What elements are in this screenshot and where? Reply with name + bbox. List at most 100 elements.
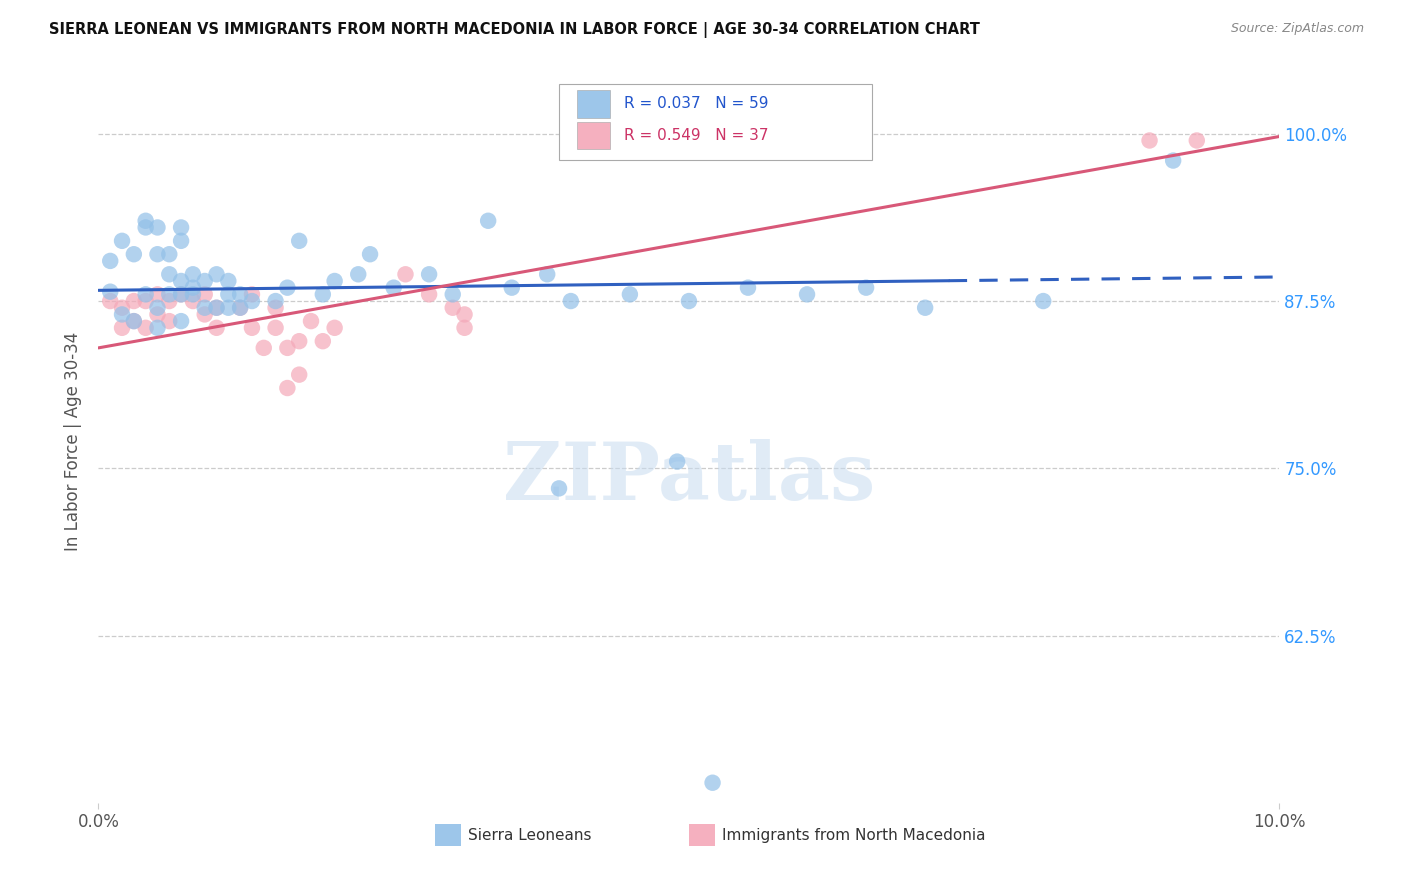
- Point: [170, 234, 193, 248]
- Point: [170, 220, 193, 235]
- Point: [217, 274, 239, 288]
- Point: [501, 280, 523, 294]
- Point: [229, 301, 252, 315]
- Point: [453, 308, 475, 322]
- Point: [157, 247, 180, 261]
- Point: [157, 294, 180, 309]
- Point: [253, 341, 276, 355]
- Point: [205, 321, 228, 335]
- Point: [146, 301, 169, 315]
- Point: [146, 321, 169, 335]
- Point: [170, 314, 193, 328]
- Point: [135, 214, 157, 228]
- Point: [359, 247, 381, 261]
- Point: [170, 287, 193, 301]
- Point: [229, 287, 252, 301]
- Point: [217, 287, 239, 301]
- Point: [135, 294, 157, 309]
- Point: [111, 308, 134, 322]
- Text: R = 0.549   N = 37: R = 0.549 N = 37: [624, 128, 769, 143]
- Point: [382, 280, 405, 294]
- Point: [240, 321, 263, 335]
- Point: [276, 280, 298, 294]
- Point: [276, 341, 298, 355]
- Point: [240, 287, 263, 301]
- Point: [264, 321, 287, 335]
- Point: [453, 321, 475, 335]
- Point: [418, 268, 440, 282]
- Point: [678, 294, 700, 309]
- Point: [299, 314, 322, 328]
- Point: [181, 294, 204, 309]
- Point: [441, 287, 464, 301]
- Point: [347, 268, 370, 282]
- Point: [146, 220, 169, 235]
- Point: [181, 287, 204, 301]
- Point: [135, 220, 157, 235]
- Point: [1032, 294, 1054, 309]
- FancyBboxPatch shape: [434, 824, 461, 847]
- Point: [194, 287, 217, 301]
- Point: [323, 274, 346, 288]
- Point: [619, 287, 641, 301]
- Point: [205, 301, 228, 315]
- FancyBboxPatch shape: [576, 90, 610, 118]
- Point: [536, 268, 558, 282]
- Point: [737, 280, 759, 294]
- Point: [441, 301, 464, 315]
- Point: [229, 301, 252, 315]
- Point: [264, 294, 287, 309]
- FancyBboxPatch shape: [689, 824, 714, 847]
- Point: [111, 321, 134, 335]
- Point: [122, 294, 145, 309]
- Point: [548, 482, 571, 496]
- Point: [288, 334, 311, 349]
- Point: [914, 301, 936, 315]
- FancyBboxPatch shape: [576, 122, 610, 149]
- Point: [1185, 134, 1208, 148]
- Point: [146, 247, 169, 261]
- Point: [276, 381, 298, 395]
- Point: [170, 287, 193, 301]
- Point: [146, 287, 169, 301]
- Point: [418, 287, 440, 301]
- Point: [796, 287, 818, 301]
- Point: [477, 214, 499, 228]
- Point: [135, 287, 157, 301]
- Point: [855, 280, 877, 294]
- Point: [312, 287, 335, 301]
- Point: [157, 287, 180, 301]
- Text: Source: ZipAtlas.com: Source: ZipAtlas.com: [1230, 22, 1364, 36]
- Point: [98, 285, 121, 299]
- Point: [194, 301, 217, 315]
- Point: [1161, 153, 1184, 168]
- Point: [240, 294, 263, 309]
- Point: [122, 314, 145, 328]
- Point: [205, 301, 228, 315]
- Text: SIERRA LEONEAN VS IMMIGRANTS FROM NORTH MACEDONIA IN LABOR FORCE | AGE 30-34 COR: SIERRA LEONEAN VS IMMIGRANTS FROM NORTH …: [49, 22, 980, 38]
- Point: [157, 314, 180, 328]
- FancyBboxPatch shape: [560, 84, 872, 160]
- Point: [205, 268, 228, 282]
- Point: [264, 301, 287, 315]
- Point: [1139, 134, 1161, 148]
- Point: [146, 308, 169, 322]
- Point: [394, 268, 416, 282]
- Text: R = 0.037   N = 59: R = 0.037 N = 59: [624, 96, 769, 112]
- Point: [288, 368, 311, 382]
- Point: [111, 301, 134, 315]
- Text: Sierra Leoneans: Sierra Leoneans: [468, 828, 592, 843]
- Point: [560, 294, 582, 309]
- Point: [323, 321, 346, 335]
- Text: ZIPatlas: ZIPatlas: [503, 439, 875, 516]
- Point: [157, 268, 180, 282]
- Point: [98, 253, 121, 268]
- Point: [122, 314, 145, 328]
- Point: [288, 234, 311, 248]
- Point: [312, 334, 335, 349]
- Point: [194, 308, 217, 322]
- Point: [666, 455, 689, 469]
- Y-axis label: In Labor Force | Age 30-34: In Labor Force | Age 30-34: [65, 332, 83, 551]
- Point: [135, 321, 157, 335]
- Point: [217, 301, 239, 315]
